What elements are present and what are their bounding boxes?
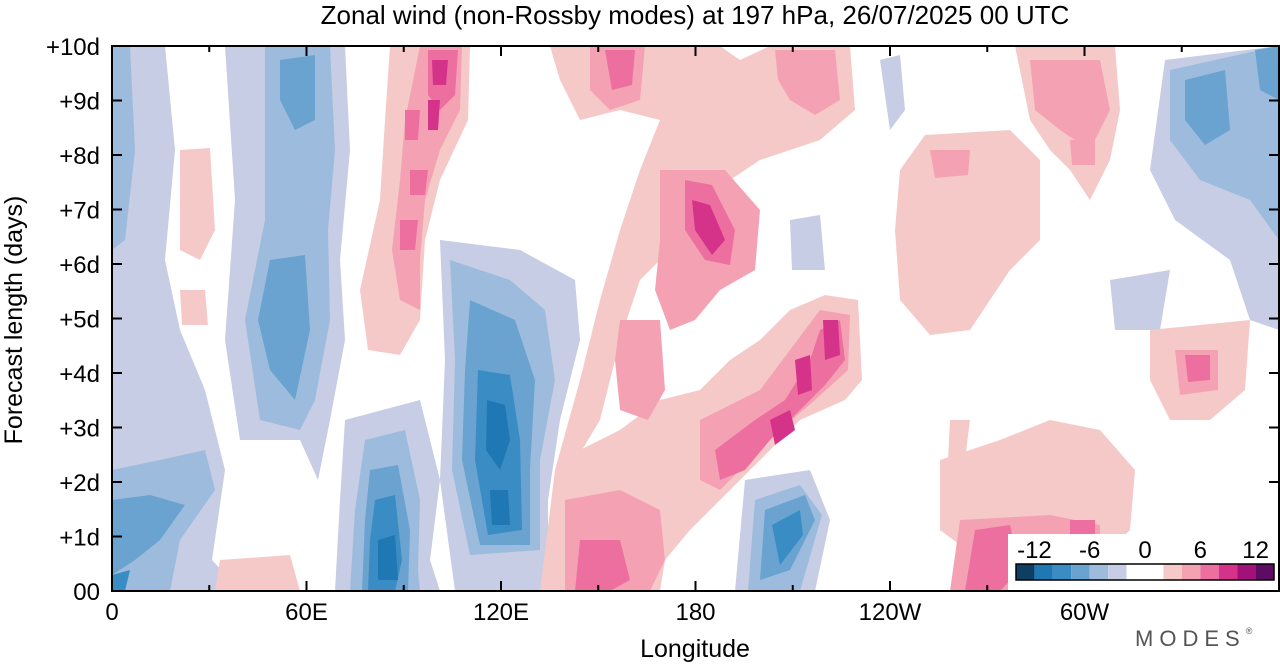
field-positive-moderate — [1070, 140, 1095, 165]
field-negative-peak — [486, 400, 510, 470]
y-tick-label: +4d — [59, 361, 100, 388]
field-positive-core — [795, 355, 812, 395]
brand-logo: MODES® — [1135, 626, 1258, 651]
x-axis-label: Longitude — [640, 635, 750, 663]
y-tick-label: +3d — [59, 416, 100, 443]
plot-area — [112, 46, 1279, 591]
colorbar-swatch — [1255, 564, 1274, 580]
field-positive-weak — [180, 148, 215, 260]
y-axis-label: Forecast length (days) — [0, 196, 28, 445]
colorbar-swatch — [1126, 564, 1164, 580]
field-positive-strong — [605, 50, 635, 90]
field-positive-weak — [215, 555, 300, 591]
field-positive-weak — [948, 420, 970, 460]
field-negative-core — [772, 510, 803, 565]
field-negative-weak — [880, 55, 905, 130]
field-positive-strong — [575, 540, 630, 591]
field-negative-peak — [490, 490, 510, 525]
colorbar-tick-label: -12 — [1017, 537, 1052, 564]
colorbar-swatch — [1200, 564, 1219, 580]
field-positive-weak — [895, 130, 1040, 335]
y-axis: 00 +1d +2d +3d +4d +5d +6d +7d +8d +9d +10d — [46, 34, 1279, 606]
colorbar-swatch — [1108, 564, 1127, 580]
field-positive-moderate — [615, 320, 665, 420]
colorbar-swatch — [1163, 564, 1182, 580]
y-tick-label: +6d — [59, 252, 100, 279]
y-tick-label: 00 — [73, 579, 100, 606]
field-positive-moderate — [775, 50, 840, 115]
field-positive-strong — [405, 110, 420, 140]
colorbar: -12 -6 0 6 12 — [1008, 534, 1278, 590]
y-tick-label: +8d — [59, 143, 100, 170]
chart-title: Zonal wind (non-Rossby modes) at 197 hPa… — [321, 0, 1070, 30]
colorbar-swatch — [1016, 564, 1035, 580]
y-tick-label: +5d — [59, 307, 100, 334]
field-positive-core — [428, 100, 440, 130]
x-tick-label: 120W — [859, 599, 922, 626]
y-tick-label: +9d — [59, 89, 100, 116]
colorbar-tick-label: 12 — [1242, 537, 1269, 564]
x-tick-label: 60E — [285, 599, 328, 626]
field-positive-core — [770, 410, 795, 445]
field-positive-core — [823, 320, 840, 360]
field-negative-weak — [112, 46, 240, 591]
y-tick-label: +2d — [59, 470, 100, 497]
colorbar-tick-label: -6 — [1079, 537, 1100, 564]
shaded-fields — [112, 46, 1279, 591]
colorbar-swatch — [1089, 564, 1109, 580]
field-negative-strong — [1255, 46, 1279, 100]
field-negative-weak — [1110, 270, 1170, 330]
field-positive-strong — [400, 220, 418, 250]
colorbar-swatch — [1071, 564, 1090, 580]
field-positive-strong — [410, 170, 428, 195]
x-tick-label: 180 — [675, 599, 715, 626]
field-negative-core — [112, 570, 130, 591]
y-tick-label: +1d — [59, 525, 100, 552]
x-tick-label: 120E — [473, 599, 529, 626]
colorbar-swatch — [1034, 564, 1053, 580]
field-negative-strong — [1185, 70, 1230, 145]
colorbar-swatch — [1052, 564, 1072, 580]
colorbar-swatch — [1218, 564, 1238, 580]
x-tick-label: 60W — [1060, 599, 1110, 626]
field-negative-strong — [112, 495, 185, 575]
field-negative-moderate — [112, 46, 135, 250]
field-negative-peak — [378, 535, 398, 580]
field-positive-strong — [715, 320, 845, 480]
colorbar-tick-label: 6 — [1194, 537, 1207, 564]
field-positive-strong — [965, 525, 1020, 591]
x-tick-label: 0 — [105, 599, 118, 626]
field-positive-moderate — [930, 150, 970, 178]
colorbar-frame — [1015, 563, 1275, 581]
field-positive-strong — [1185, 355, 1210, 382]
x-axis: 0 60E 120E 180 120W 60W — [105, 46, 1183, 626]
field-negative-strong — [258, 255, 310, 400]
y-tick-label: +7d — [59, 198, 100, 225]
field-positive-moderate — [1030, 60, 1110, 150]
colorbar-tick-label: 0 — [1138, 537, 1151, 564]
field-negative-strong — [280, 55, 315, 130]
colorbar-swatch — [1181, 564, 1201, 580]
colorbar-swatch — [1237, 564, 1256, 580]
field-positive-core — [432, 60, 448, 85]
field-negative-weak — [790, 215, 825, 270]
field-positive-weak — [180, 290, 208, 325]
field-positive-core — [692, 200, 725, 255]
y-tick-label: +10d — [46, 34, 100, 61]
